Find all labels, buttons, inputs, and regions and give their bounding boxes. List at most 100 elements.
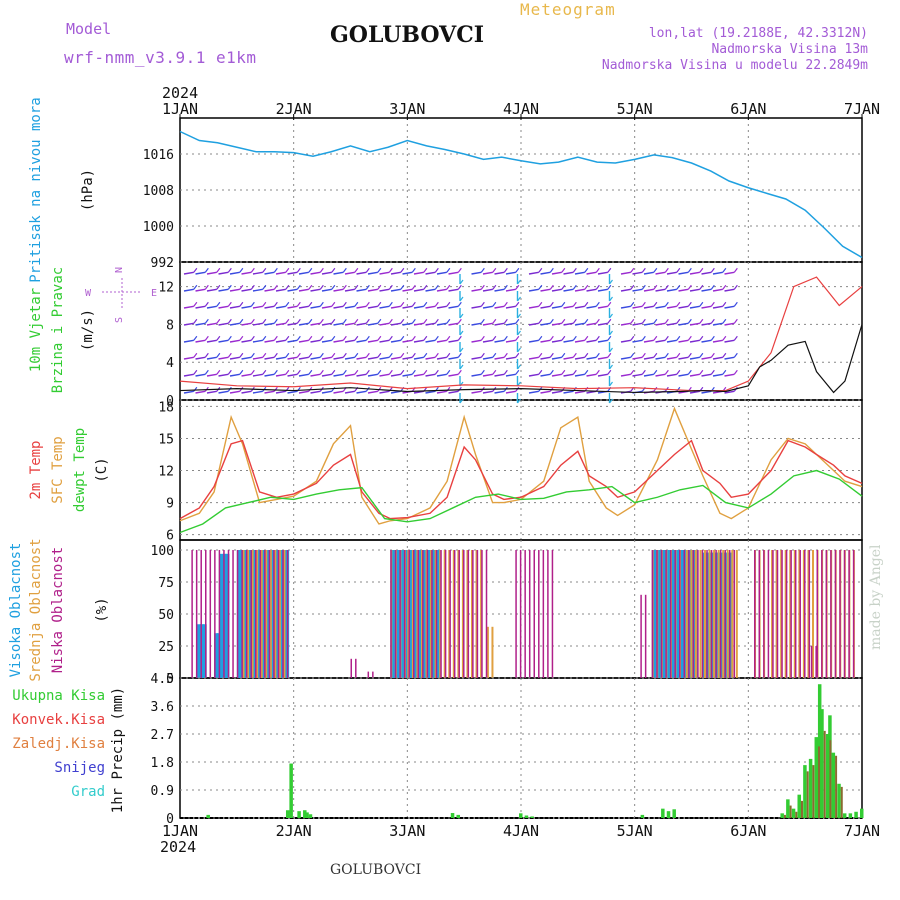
wind-barb-flag: [388, 318, 393, 324]
cloud-bar: [453, 550, 456, 678]
cloud-bar: [776, 550, 779, 678]
wind-barb: [643, 288, 654, 292]
cloud-bar: [283, 550, 286, 678]
wind-barb: [183, 356, 194, 360]
wind-barb-flag: [204, 369, 209, 375]
wind-barb-flag: [411, 301, 416, 307]
wind-barb-flag: [538, 284, 543, 290]
wind-barb: [264, 271, 275, 275]
cloud-bar: [444, 550, 447, 678]
wind-barb: [229, 288, 240, 292]
wind-barb-flag: [664, 335, 669, 341]
wind-barb: [425, 305, 436, 309]
wind-barb: [344, 339, 355, 343]
cloud-bar: [282, 550, 284, 678]
cloud-bar: [466, 550, 469, 678]
wind-barb: [574, 390, 585, 394]
wind-barb-flag: [342, 301, 347, 307]
wind-barb-flag: [319, 352, 324, 358]
wind-barb-flag: [411, 352, 416, 358]
cloud-bar: [236, 550, 239, 678]
wind-barb: [275, 390, 286, 394]
wind-barb-flag: [193, 318, 198, 324]
wind-barb-flag: [273, 335, 278, 341]
wind-barb-flag: [250, 352, 255, 358]
ylabel-pressure: Pritisak na nivou mora: [28, 97, 44, 282]
cloud-bar: [476, 550, 479, 678]
wind-barb: [344, 373, 355, 377]
x-tick-label-top: 7JAN: [844, 100, 880, 118]
cloud-bar: [256, 550, 261, 678]
cloud-bar: [713, 550, 716, 678]
wind-barb: [195, 390, 206, 394]
wind-barb: [655, 271, 666, 275]
wind-barb: [333, 271, 344, 275]
cloud-bar: [195, 550, 198, 678]
wind-barb: [724, 305, 735, 309]
cloud-bar: [848, 550, 850, 678]
ylabel-temp-unit: (C): [94, 457, 110, 482]
wind-barb-flag: [204, 301, 209, 307]
cloud-bar: [722, 550, 725, 678]
wind-barb: [540, 339, 551, 343]
wind-barb: [241, 305, 252, 309]
precip-bar-total: [456, 814, 460, 818]
wind-barb-flag: [446, 352, 451, 358]
wind-barb: [206, 373, 217, 377]
wind-barb: [494, 356, 505, 360]
wind-barb: [540, 305, 551, 309]
precip-bar-total: [303, 810, 307, 818]
wind-barb: [310, 356, 321, 360]
wind-barb: [367, 271, 378, 275]
y-tick-label: 0: [166, 672, 174, 687]
wind-barb-flag: [273, 318, 278, 324]
precip-bar-total: [450, 813, 455, 818]
wind-barb-flag: [492, 301, 497, 307]
cloud-bar: [717, 550, 720, 678]
cloud-bar: [811, 550, 814, 678]
cloud-bar: [780, 550, 783, 678]
wind-barb-flag: [492, 284, 497, 290]
wind-barb: [666, 271, 677, 275]
compass-n: N: [114, 267, 125, 273]
wind-barb: [655, 288, 666, 292]
wind-barb: [413, 322, 424, 326]
wind-barb-flag: [492, 352, 497, 358]
wind-barb-flag: [609, 296, 613, 302]
wind-barb: [643, 305, 654, 309]
x-tick-label-bottom: 4JAN: [503, 822, 539, 840]
wind-barb: [310, 339, 321, 343]
wind-barb-flag: [377, 318, 382, 324]
precip-legend-item: Ukupna Kisa: [12, 688, 105, 704]
wind-barb: [689, 339, 700, 343]
wind-barb-flag: [285, 369, 290, 375]
wind-barb-flag: [377, 335, 382, 341]
wind-barb: [275, 373, 286, 377]
cloud-bar: [798, 550, 801, 678]
cloud-bar: [407, 550, 410, 678]
cloud-bar: [191, 550, 193, 678]
wind-barb: [241, 339, 252, 343]
cloud-bar: [839, 550, 841, 678]
cloud-bar: [227, 550, 230, 678]
cloud-bar: [524, 550, 526, 678]
cloud-bar: [793, 550, 796, 678]
cloud-bar: [542, 550, 545, 678]
cloud-bar: [470, 550, 473, 678]
wind-barb: [183, 288, 194, 292]
compass-e: E: [151, 288, 157, 299]
wind-barb-flag: [216, 318, 221, 324]
wind-barb-flag: [423, 369, 428, 375]
cloud-bar: [480, 550, 483, 678]
wind-barb: [666, 373, 677, 377]
wind-barb: [413, 339, 424, 343]
wind-barb: [505, 271, 516, 275]
wind-barb: [356, 305, 367, 309]
wind-barb: [494, 373, 505, 377]
wind-barb-flag: [388, 301, 393, 307]
wind-barb-flag: [538, 267, 543, 273]
wind-barb-flag: [710, 352, 715, 358]
wind-barb-flag: [710, 267, 715, 273]
wind-barb: [298, 322, 309, 326]
wind-barb-flag: [434, 301, 439, 307]
